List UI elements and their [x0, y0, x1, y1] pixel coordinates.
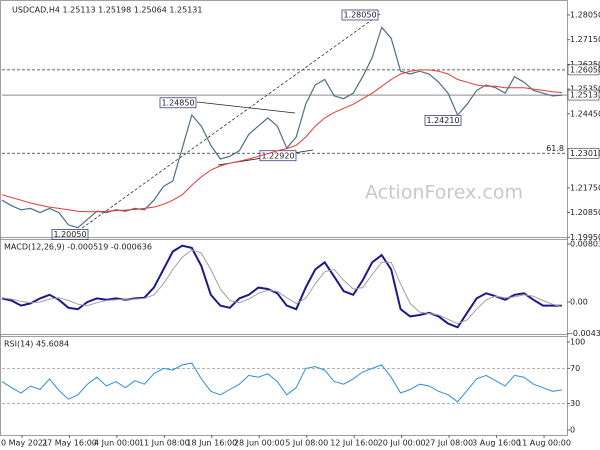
x-tick-label: 18 Jun 16:00	[186, 439, 237, 448]
annotation-label: 1.28050	[343, 10, 376, 19]
x-tick-label: 28 Jun 00:00	[234, 439, 285, 448]
y-tick-label: 100	[570, 337, 585, 346]
series-line	[1, 69, 563, 213]
y-tick-label: 1.27150	[570, 35, 600, 44]
x-tick-label: 27 May 16:00	[42, 439, 97, 448]
y-tick-label: 30	[570, 399, 580, 408]
watermark: ActionForex.com	[365, 182, 523, 204]
level-label: 1.23010	[570, 149, 600, 158]
fib-label: 61.8	[546, 144, 564, 153]
panel-frame	[0, 0, 568, 240]
x-tick-label: 12 Jul 16:00	[330, 439, 378, 448]
y-tick-label: 0.00	[570, 297, 588, 306]
series-line	[1, 244, 563, 329]
x-tick-label: 5 Jul 08:00	[285, 439, 328, 448]
annotation-label: 1.24210	[426, 116, 459, 125]
level-label: 1.26050	[570, 65, 600, 74]
annotation-label: 1.22920	[261, 151, 294, 160]
panel-frame	[0, 237, 568, 337]
series-line	[1, 26, 563, 229]
y-tick-label: 1.28050	[570, 10, 600, 19]
x-tick-label: 11 Aug 00:00	[517, 439, 571, 448]
y-tick-label: 0	[570, 426, 575, 435]
annotation-box	[159, 97, 197, 109]
annotation-label: 1.24850	[161, 98, 194, 107]
y-tick-label: 1.24450	[570, 109, 600, 118]
x-tick-label: 20 Jul 00:00	[378, 439, 426, 448]
panel-frame	[0, 334, 568, 436]
annotation-box	[341, 9, 379, 21]
panel-title: USDCAD,H4 1.25113 1.25198 1.25064 1.2513…	[12, 6, 202, 15]
x-tick-label: 20 May 2021	[0, 439, 48, 448]
x-tick-label: 3 Aug 16:00	[472, 439, 521, 448]
panel-title: MACD(12,26,9) -0.000519 -0.000636	[4, 243, 152, 252]
annotation-box	[51, 229, 89, 240]
level-box	[567, 147, 600, 159]
x-tick-label: 11 Jun 08:00	[139, 439, 190, 448]
triangle-upper	[196, 101, 296, 114]
series-line	[1, 249, 563, 325]
y-tick-label: 1.19950	[570, 233, 600, 242]
y-tick-label: 70	[570, 364, 580, 373]
y-tick-label: 0.008032	[570, 240, 600, 249]
x-tick-label: 27 Jul 08:00	[425, 439, 473, 448]
annotation-box	[424, 115, 462, 126]
annotation-label: 1.20050	[53, 230, 86, 239]
y-tick-label: 1.26250	[570, 60, 600, 69]
x-tick-label: 4 Jun 00:00	[94, 439, 140, 448]
y-tick-label: 1.21750	[570, 183, 600, 192]
trend-line	[77, 13, 381, 232]
y-tick-label: -0.004379	[570, 329, 600, 338]
panel-title: RSI(14) 45.6084	[4, 340, 69, 349]
current-label: 1.25131	[570, 91, 600, 100]
series-line	[1, 362, 563, 403]
y-tick-label: 1.25350	[570, 85, 600, 94]
current-box	[567, 89, 600, 101]
level-box	[567, 64, 600, 76]
y-tick-label: 1.20850	[570, 208, 600, 217]
